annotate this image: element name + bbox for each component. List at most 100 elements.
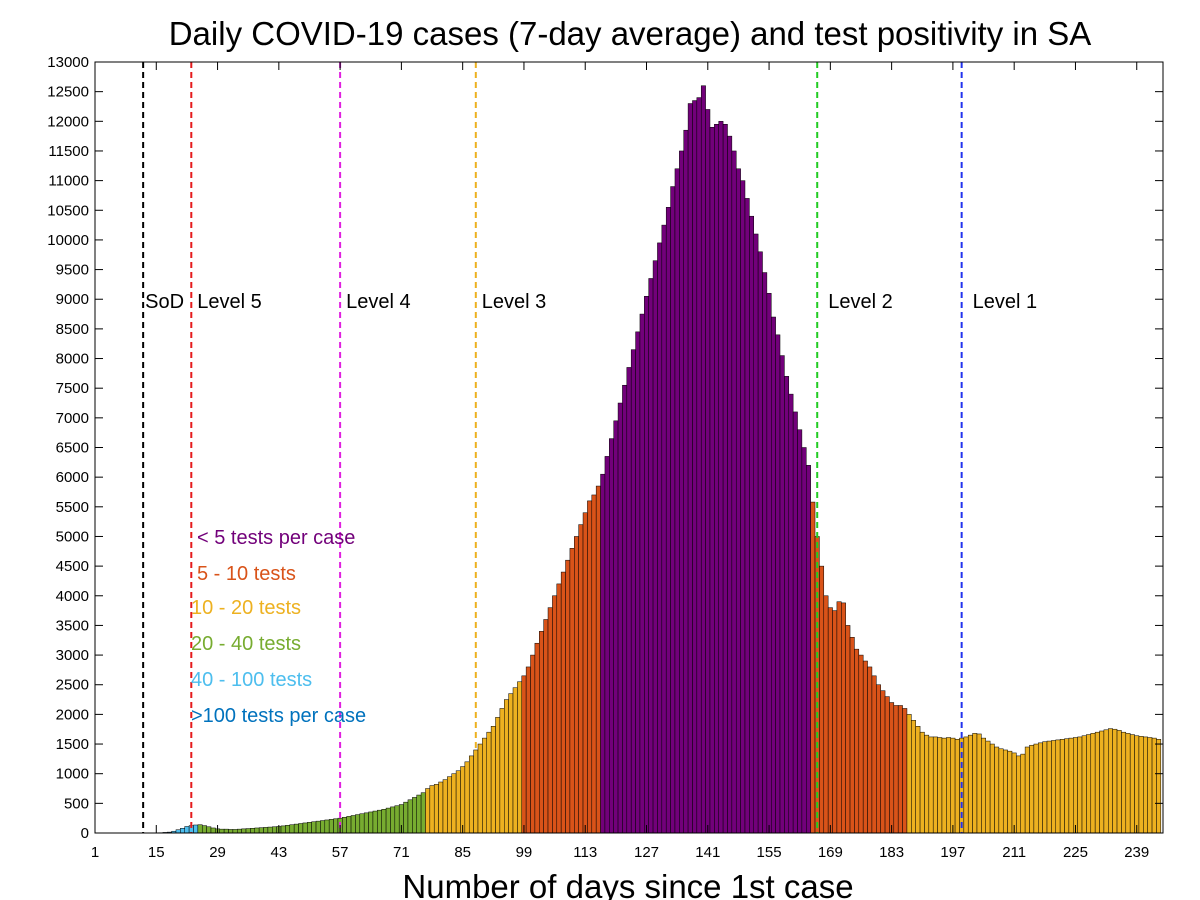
bar-day-201 — [967, 734, 973, 834]
bar-day-106 — [552, 595, 558, 834]
x-tick-label: 43 — [270, 844, 287, 861]
bar-day-231 — [1099, 730, 1105, 834]
bar-day-44 — [280, 825, 286, 834]
bar-day-42 — [272, 826, 277, 834]
bar-day-130 — [657, 242, 663, 834]
bar-day-132 — [665, 207, 671, 834]
level-label-sod: SoD — [145, 291, 184, 313]
bar-day-159 — [784, 376, 790, 834]
bar-day-192 — [928, 736, 934, 834]
bar-day-47 — [293, 823, 299, 834]
level-label-level-2: Level 2 — [828, 291, 893, 313]
bar-day-140 — [700, 85, 706, 834]
bar-day-113 — [582, 512, 588, 834]
bar-day-240 — [1138, 736, 1144, 834]
bar-day-235 — [1116, 730, 1122, 834]
bar-day-134 — [674, 168, 680, 834]
bar-day-237 — [1125, 733, 1131, 834]
bar-day-173 — [845, 625, 851, 834]
bar-day-22 — [184, 826, 190, 834]
bar-day-241 — [1143, 736, 1148, 834]
bar-day-78 — [429, 785, 435, 834]
bar-day-31 — [223, 828, 229, 834]
bar-day-85 — [460, 766, 466, 834]
bar-day-121 — [617, 402, 623, 834]
bar-day-197 — [950, 737, 956, 834]
chart-title: Daily COVID-19 cases (7-day average) and… — [169, 15, 1092, 52]
y-tick-label: 9000 — [56, 291, 89, 308]
bar-day-66 — [377, 809, 382, 834]
bar-day-244 — [1156, 739, 1162, 834]
bar-day-86 — [464, 761, 470, 834]
bar-day-208 — [998, 748, 1004, 834]
y-tick-label: 3500 — [56, 617, 89, 634]
x-tick-label: 183 — [879, 844, 904, 861]
bar-day-194 — [937, 737, 943, 834]
bar-day-111 — [574, 536, 579, 834]
bar-day-232 — [1103, 729, 1109, 834]
bar-day-162 — [797, 429, 803, 834]
bar-day-179 — [871, 675, 877, 834]
bar-day-205 — [985, 740, 991, 834]
level-label-level-3: Level 3 — [482, 291, 547, 313]
bar-day-227 — [1081, 735, 1087, 834]
bar-day-211 — [1011, 752, 1017, 834]
bar-day-50 — [307, 822, 312, 834]
bar-day-222 — [1059, 739, 1065, 834]
bar-day-75 — [416, 794, 422, 834]
bar-day-178 — [867, 666, 873, 834]
bar-day-195 — [941, 737, 947, 834]
bar-day-161 — [792, 411, 798, 834]
y-tick-label: 10500 — [47, 202, 89, 219]
bar-day-147 — [731, 150, 737, 834]
legend-entry-3: 10 - 20 tests — [191, 597, 301, 619]
y-tick-label: 12000 — [47, 113, 89, 130]
bar-day-37 — [250, 828, 256, 834]
bar-day-46 — [289, 824, 295, 834]
bar-day-98 — [517, 681, 523, 834]
bar-day-139 — [696, 97, 702, 834]
bar-day-148 — [735, 168, 741, 834]
legend-entry-5: 40 - 100 tests — [191, 669, 312, 691]
y-axis: 0 500 1000 1500 2000 2500 3000 3500 4000 4500 5000… — [47, 54, 1163, 842]
bar-day-174 — [849, 637, 855, 834]
bar-day-223 — [1064, 738, 1070, 834]
x-tick-label: 29 — [209, 844, 226, 861]
bar-day-171 — [836, 601, 842, 834]
bar-day-143 — [714, 124, 719, 834]
bar-day-150 — [744, 198, 750, 834]
bar-day-119 — [609, 438, 614, 834]
level-label-level-1: Level 1 — [973, 291, 1038, 313]
bar-day-207 — [994, 746, 1000, 834]
bar-day-58 — [342, 817, 347, 834]
y-tick-label: 13000 — [47, 54, 89, 71]
bar-day-182 — [884, 696, 890, 834]
bar-day-151 — [749, 215, 754, 834]
bar-day-198 — [954, 739, 960, 834]
bar-day-176 — [858, 654, 864, 834]
bar-day-155 — [766, 293, 772, 834]
bar-day-76 — [420, 792, 426, 834]
bar-day-62 — [359, 813, 365, 834]
bar-day-196 — [946, 737, 951, 834]
bar-day-116 — [595, 485, 601, 834]
y-tick-label: 5000 — [56, 528, 89, 545]
bar-day-95 — [504, 699, 509, 834]
bar-day-131 — [661, 224, 667, 834]
bar-day-152 — [753, 233, 759, 834]
bar-day-218 — [1042, 741, 1048, 834]
y-tick-label: 500 — [64, 795, 89, 812]
bar-day-185 — [897, 705, 903, 834]
bar-day-118 — [604, 456, 610, 834]
bar-day-56 — [333, 818, 339, 834]
legend-entry-6: >100 tests per case — [191, 705, 366, 727]
y-tick-label: 5500 — [56, 499, 89, 516]
bar-day-127 — [644, 296, 649, 834]
legend-entry-4: 20 - 40 tests — [191, 633, 301, 655]
bar-day-122 — [622, 384, 628, 834]
bar-day-154 — [762, 272, 768, 834]
bar-day-233 — [1108, 728, 1113, 834]
bar-day-38 — [254, 827, 260, 834]
bar-day-59 — [346, 816, 352, 834]
